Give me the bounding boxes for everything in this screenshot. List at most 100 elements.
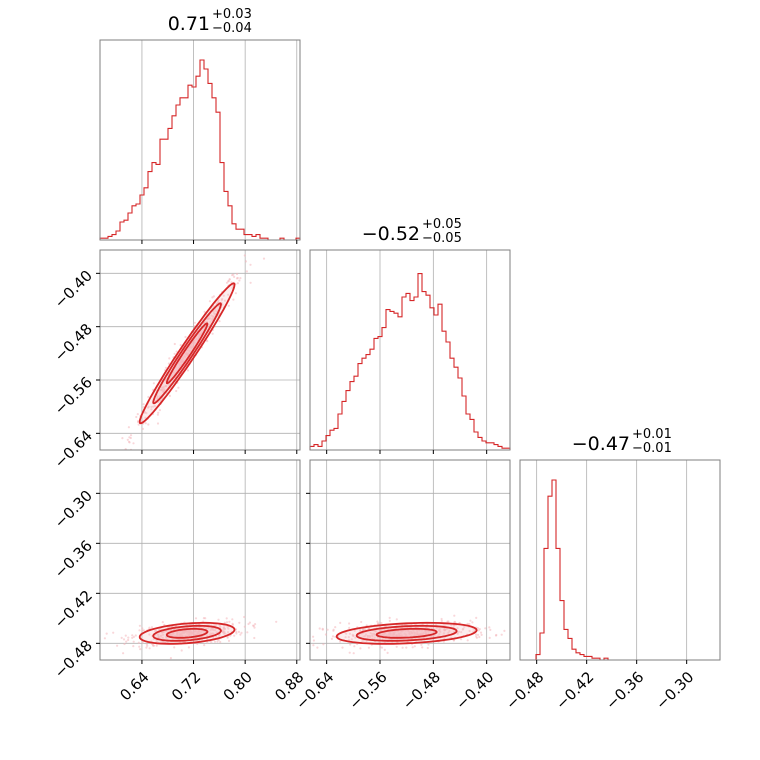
sample-point [249, 263, 252, 266]
sample-point [366, 634, 369, 638]
sample-point [147, 395, 150, 399]
sample-point [231, 622, 234, 625]
sample-point [137, 641, 140, 644]
sample-point [466, 639, 469, 642]
sample-point [141, 629, 144, 632]
title-minus: −0.04 [212, 21, 252, 36]
sample-point [366, 636, 369, 639]
title-plus: +0.01 [632, 427, 672, 442]
sample-point [120, 636, 123, 640]
sample-point [312, 644, 315, 647]
sample-point [480, 633, 483, 637]
sample-point [421, 646, 424, 649]
sample-point [213, 640, 217, 643]
sample-point [175, 389, 178, 393]
sample-point [411, 646, 414, 649]
sample-point [471, 621, 474, 624]
sample-point [134, 634, 137, 637]
sample-point [161, 621, 164, 624]
sample-point [116, 644, 119, 647]
sample-point [364, 634, 367, 638]
x-tick-label: −0.56 [346, 668, 391, 713]
panel-1-1 [326, 250, 488, 450]
sample-point [236, 276, 239, 280]
sample-point [167, 362, 170, 365]
sample-point [213, 629, 217, 632]
sample-point [456, 627, 459, 630]
sample-point [334, 626, 337, 629]
sample-point [358, 629, 362, 633]
sample-point [206, 634, 209, 637]
sample-point [227, 280, 230, 283]
sample-point [206, 320, 209, 323]
sample-point [217, 299, 220, 302]
sample-point [228, 278, 231, 281]
sample-point [312, 635, 315, 638]
sample-point [161, 633, 165, 636]
sample-point [206, 641, 209, 644]
sample-point [215, 631, 218, 634]
sample-point [150, 408, 153, 411]
sample-point [352, 652, 355, 655]
sample-point [488, 636, 491, 640]
sample-point [225, 617, 228, 620]
sample-point [440, 617, 443, 621]
sample-point [141, 641, 144, 644]
sample-point [137, 420, 140, 423]
sample-point [221, 297, 224, 301]
sample-point [227, 304, 230, 307]
y-tick-label: −0.40 [51, 267, 96, 312]
sample-point [122, 638, 126, 641]
sample-point [173, 352, 176, 355]
sample-point [348, 622, 351, 625]
sample-point [395, 618, 398, 621]
sample-point [372, 632, 375, 635]
sample-point [170, 628, 173, 632]
sample-point [452, 639, 455, 642]
title-plus: +0.05 [422, 217, 462, 232]
sample-point [227, 293, 230, 296]
sample-point [138, 629, 141, 632]
sample-point [137, 423, 140, 426]
sample-point [367, 646, 370, 649]
sample-point [212, 310, 215, 313]
sample-point [254, 623, 257, 626]
sample-point [349, 643, 352, 646]
sample-point [177, 386, 180, 389]
sample-point [129, 434, 133, 437]
sample-point [370, 634, 373, 637]
sample-point [376, 620, 379, 623]
sample-point [127, 636, 130, 639]
panel-2-1 [310, 460, 510, 660]
title-value: −0.47 [572, 433, 630, 455]
sample-point [322, 643, 325, 646]
sample-point [156, 395, 159, 399]
sample-point [186, 369, 190, 372]
sample-point [344, 636, 347, 639]
sample-point [179, 344, 182, 347]
panel-2-2 [536, 460, 688, 660]
sample-point [339, 621, 342, 625]
sample-point [450, 624, 453, 627]
sample-point [207, 627, 210, 630]
sample-point [401, 646, 404, 649]
sample-point [132, 645, 135, 648]
sample-point [318, 627, 321, 630]
sample-point [352, 634, 355, 638]
sample-point [227, 639, 231, 643]
contour-level-3 [165, 322, 209, 385]
sample-point [476, 627, 479, 630]
title-plus: +0.03 [212, 7, 252, 22]
sample-point [216, 640, 219, 643]
sample-point [147, 405, 150, 408]
sample-point [275, 620, 278, 623]
sample-point [212, 628, 215, 632]
sample-point [212, 295, 215, 298]
sample-point [223, 299, 227, 302]
panel-0-0 [141, 40, 298, 240]
sample-point [253, 636, 256, 640]
sample-point [235, 272, 239, 276]
sample-point [478, 635, 481, 639]
sample-point [187, 646, 190, 649]
sample-point [388, 616, 391, 620]
